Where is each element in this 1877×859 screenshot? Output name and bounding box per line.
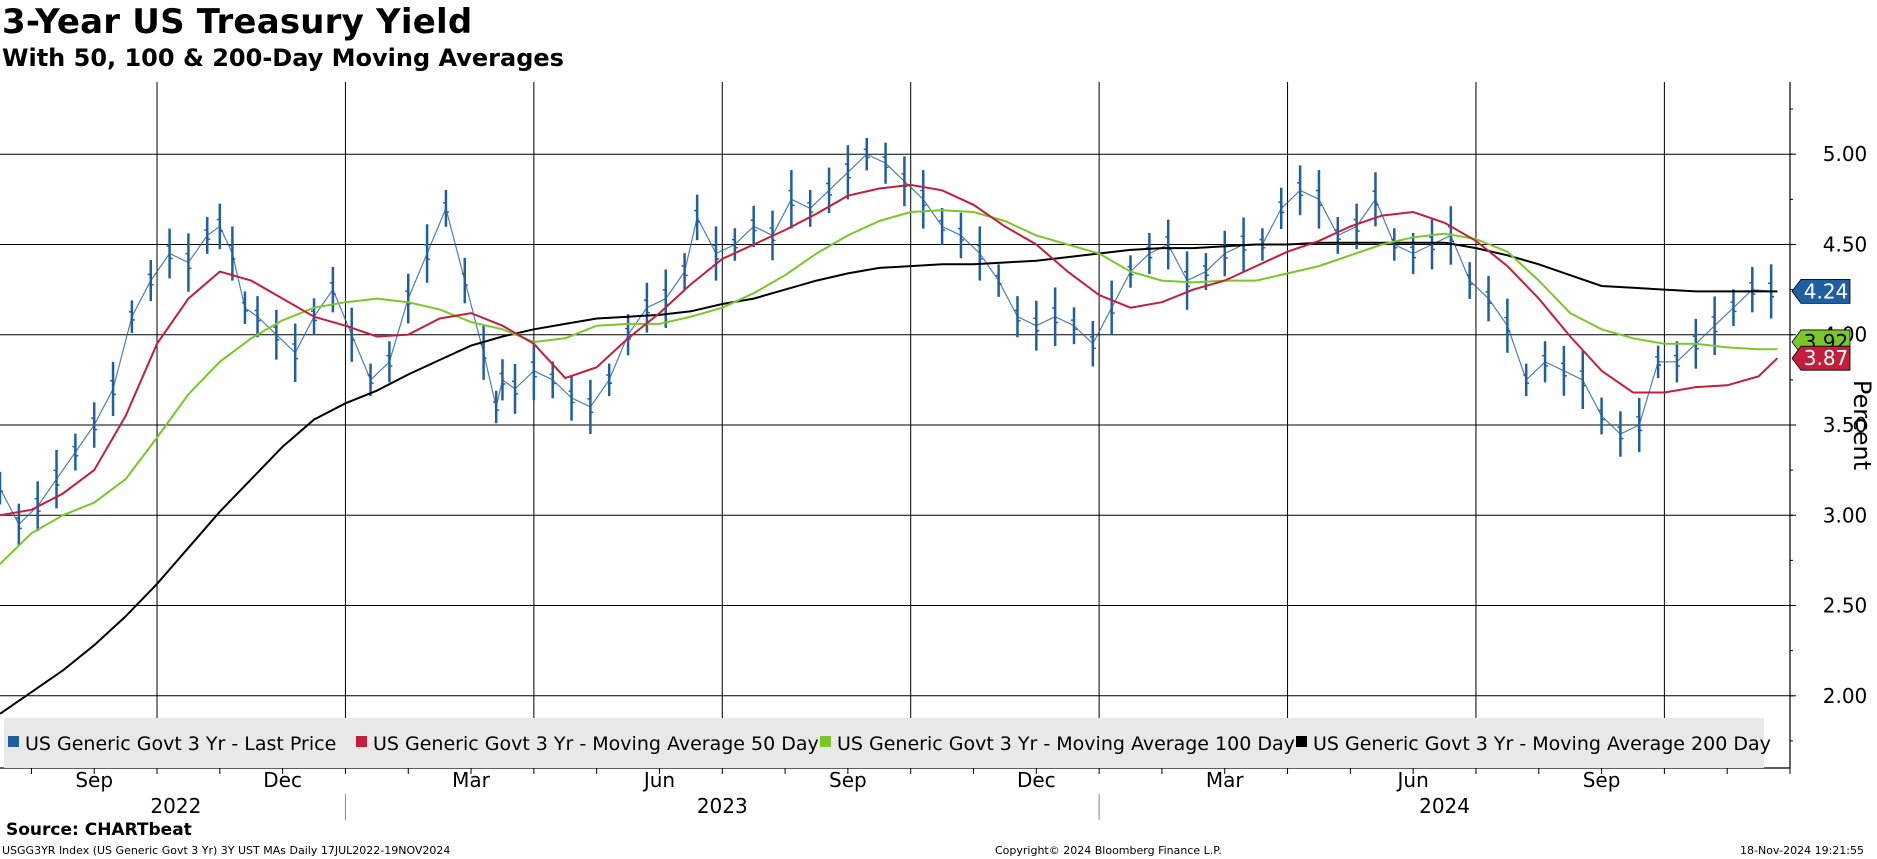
tag-last-price-bg — [1791, 279, 1851, 304]
timestamp: 18-Nov-2024 19:21:55 — [1740, 844, 1865, 857]
x-tick-label: Mar — [452, 768, 491, 792]
legend-box — [4, 718, 1764, 768]
legend-item-ma200-label: US Generic Govt 3 Yr - Moving Average 20… — [1313, 733, 1771, 755]
tag-ma50-text: 3.87 — [1804, 346, 1849, 370]
index-info: USGG3YR Index (US Generic Govt 3 Yr) 3Y … — [2, 844, 451, 857]
legend: US Generic Govt 3 Yr - Last Price US Gene… — [4, 718, 1771, 768]
x-tick-label: Sep — [1583, 768, 1621, 792]
axis-layer: 2.002.503.003.504.004.505.00SepDecMarJun… — [0, 82, 1876, 820]
series-line-ma50 — [0, 183, 1779, 517]
series-line-last-price — [0, 153, 1772, 526]
series-line-ma200 — [0, 241, 1778, 715]
series-layer — [0, 137, 1779, 715]
x-year-label: 2022 — [150, 794, 201, 818]
series-line-ma100 — [0, 209, 1778, 565]
tag-last-price-text: 4.24 — [1804, 279, 1849, 303]
y-tick-label: 5.00 — [1823, 142, 1868, 166]
x-tick-label: Dec — [263, 768, 302, 792]
legend-item-ma100-swatch — [820, 736, 831, 747]
legend-item-ma50-label: US Generic Govt 3 Yr - Moving Average 50… — [373, 733, 819, 755]
x-tick-label: Sep — [75, 768, 113, 792]
copyright: Copyright© 2024 Bloomberg Finance L.P. — [995, 844, 1222, 857]
y-tick-label: 4.50 — [1823, 232, 1868, 256]
chart-subtitle: With 50, 100 & 200-Day Moving Averages — [2, 44, 564, 72]
x-year-label: 2023 — [697, 794, 748, 818]
y-tick-label: 3.00 — [1823, 503, 1868, 527]
source-note: Source: CHARTbeat — [6, 820, 192, 840]
y-tick-label: 2.50 — [1823, 594, 1868, 618]
x-tick-label: Jun — [642, 768, 675, 792]
x-tick-label: Sep — [829, 768, 867, 792]
x-tick-label: Jun — [1396, 768, 1429, 792]
y-tick-label: 3.50 — [1823, 413, 1868, 437]
tag-ma50-bg — [1791, 345, 1851, 371]
x-tick-label: Dec — [1017, 768, 1056, 792]
x-tick-label: Mar — [1206, 768, 1245, 792]
chart-title: 3-Year US Treasury Yield — [2, 2, 473, 42]
legend-item-ma200-swatch — [1296, 736, 1307, 747]
y-tick-label: 2.00 — [1823, 684, 1868, 708]
legend-item-ma100-label: US Generic Govt 3 Yr - Moving Average 10… — [837, 733, 1295, 755]
legend-item-last-price-swatch — [8, 736, 19, 747]
legend-item-last-price-label: US Generic Govt 3 Yr - Last Price — [25, 733, 336, 755]
grid-layer — [0, 82, 1790, 768]
y-axis-title: Percent — [1848, 380, 1876, 470]
last-value-tags: 4.243.923.87 — [1791, 279, 1851, 371]
legend-item-ma50-swatch — [356, 736, 367, 747]
x-year-label: 2024 — [1419, 794, 1470, 818]
